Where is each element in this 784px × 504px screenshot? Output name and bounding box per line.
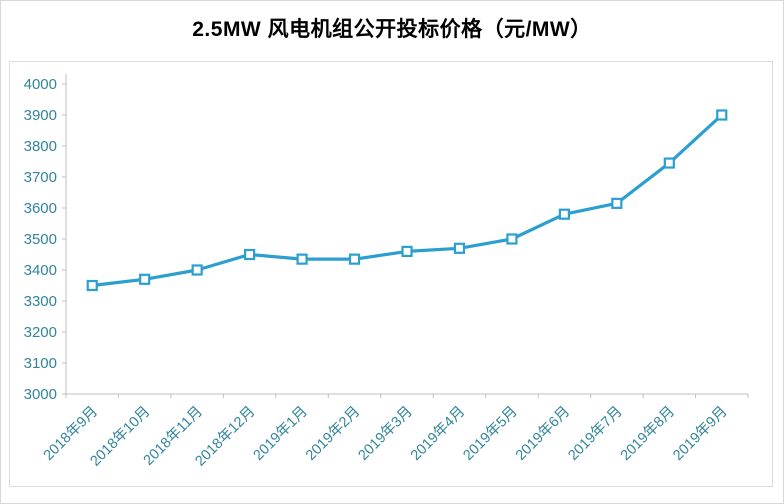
y-axis-label: 3500 xyxy=(24,231,57,248)
data-point-marker xyxy=(506,233,518,245)
x-axis-label: 2019年2月 xyxy=(302,403,363,464)
y-axis-label: 3100 xyxy=(24,355,57,372)
data-point-marker xyxy=(244,248,256,261)
y-axis-label: 3300 xyxy=(24,293,57,310)
y-axis-label: 3900 xyxy=(24,107,57,124)
line-chart: 3000 3100 3200 3300 3400 3500 3600 3700 3800 3900… xyxy=(24,74,749,470)
chart-title: 2.5MW 风电机组公开投标价格（元/MW） xyxy=(192,18,592,41)
data-point-marker xyxy=(191,264,203,276)
y-axis-label: 3200 xyxy=(24,324,57,341)
x-axis-label: 2019年7月 xyxy=(565,403,626,464)
data-point-marker xyxy=(716,109,728,121)
x-axis-label: 2019年4月 xyxy=(407,403,468,464)
y-axis-label: 3400 xyxy=(24,262,57,279)
x-axis-label: 2019年8月 xyxy=(617,403,678,464)
data-point-marker xyxy=(139,273,151,285)
y-axis-label: 3000 xyxy=(24,386,57,403)
y-axis-label: 3800 xyxy=(24,138,57,155)
x-axis-label: 2019年6月 xyxy=(512,403,573,464)
y-axis-label: 3600 xyxy=(24,200,57,217)
x-axis-label: 2019年9月 xyxy=(670,403,731,464)
x-axis-label: 2019年5月 xyxy=(460,403,521,464)
y-axis-label: 4000 xyxy=(24,76,57,93)
y-axis-label: 3700 xyxy=(24,169,57,186)
data-point-marker xyxy=(86,279,98,292)
chart-frame: 3000 3100 3200 3300 3400 3500 3600 3700 3800 3900… xyxy=(9,61,773,487)
data-point-marker xyxy=(663,157,675,169)
data-point-marker xyxy=(453,242,466,254)
data-point-marker xyxy=(611,197,623,209)
x-axis-label: 2019年1月 xyxy=(250,403,311,464)
price-line xyxy=(90,113,724,288)
data-point-marker xyxy=(558,208,570,220)
data-point-marker xyxy=(296,253,308,265)
x-axis-label: 2019年3月 xyxy=(355,403,416,464)
data-point-marker xyxy=(348,253,361,265)
data-point-marker xyxy=(401,245,413,257)
